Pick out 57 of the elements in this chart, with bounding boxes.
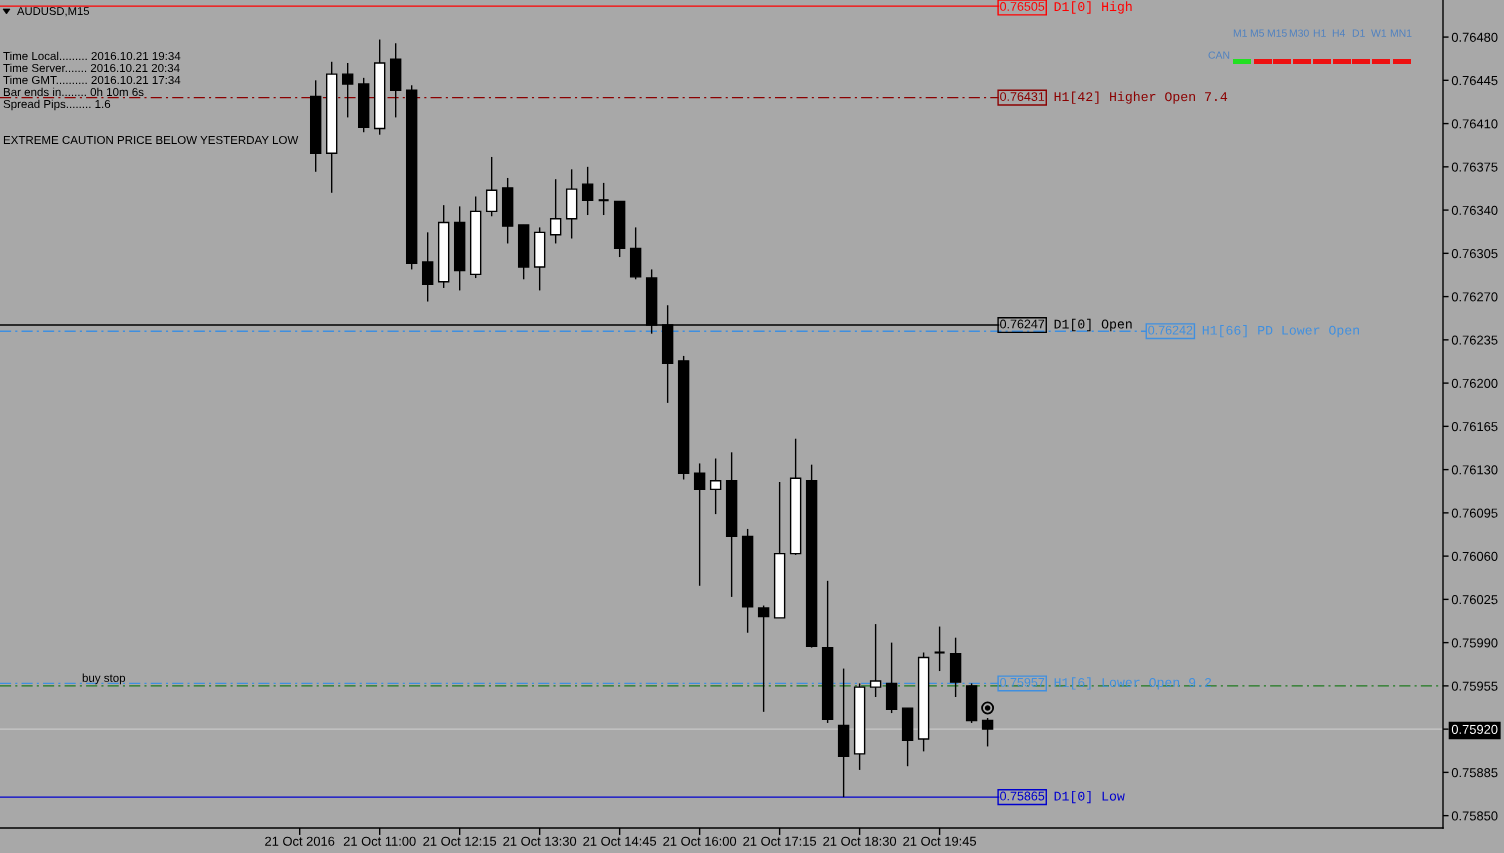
- y-tick-label: 0.75955: [1451, 681, 1498, 691]
- y-tick-label: 0.76235: [1451, 335, 1498, 345]
- annotation: Time Server....... 2016.10.21 20:34: [3, 63, 180, 73]
- y-tick-label: 0.76270: [1451, 292, 1498, 302]
- annotation: D1: [1352, 29, 1365, 37]
- y-tick-label: 0.76095: [1451, 508, 1498, 518]
- ref-line-label: 0.75865: [1000, 791, 1045, 801]
- y-tick-label: 0.76340: [1451, 205, 1498, 215]
- x-tick-label: 21 Oct 13:30: [503, 836, 577, 846]
- annotation: H1[66] PD Lower Open: [1202, 325, 1359, 338]
- annotation: H1[42] Higher Open 7.4: [1054, 91, 1228, 104]
- ref-line-label: 0.75957: [1000, 677, 1045, 687]
- annotation: EXTREME CAUTION PRICE BELOW YESTERDAY LOW: [3, 135, 299, 145]
- annotation: M1: [1233, 29, 1247, 37]
- x-tick-label: 21 Oct 17:15: [743, 836, 817, 846]
- y-tick-label: 0.76200: [1451, 378, 1498, 388]
- annotation: D1[0] Open: [1054, 318, 1132, 332]
- y-tick-label: 0.75990: [1451, 638, 1498, 648]
- x-tick-label: 21 Oct 11:00: [343, 836, 416, 846]
- x-tick-label: 21 Oct 16:00: [663, 836, 737, 846]
- y-tick-label: 0.75920: [1451, 724, 1498, 734]
- annotation: M5: [1250, 29, 1265, 37]
- annotation: M30: [1289, 29, 1309, 37]
- y-tick-label: 0.76375: [1451, 162, 1498, 172]
- y-tick-label: 0.76305: [1451, 249, 1498, 259]
- annotation: D1[0] Low: [1054, 790, 1125, 804]
- ref-line-label: 0.76505: [1000, 2, 1045, 11]
- annotation: CAN: [1208, 51, 1230, 59]
- x-tick-label: 21 Oct 18:30: [823, 836, 897, 846]
- annotation: H4: [1332, 29, 1346, 37]
- annotation: buy stop: [82, 673, 126, 685]
- x-tick-label: 21 Oct 14:45: [583, 836, 657, 846]
- ref-line-label: 0.76242: [1148, 325, 1193, 335]
- y-tick-label: 0.76410: [1451, 119, 1498, 129]
- y-tick-label: 0.76025: [1451, 595, 1498, 605]
- annotation: H1: [1313, 29, 1326, 37]
- annotation: Time Local......... 2016.10.21 19:34: [3, 51, 181, 61]
- y-tick-label: 0.76445: [1451, 75, 1498, 86]
- y-tick-label: 0.76165: [1451, 422, 1498, 432]
- ref-line-label: 0.76431: [1000, 92, 1045, 101]
- x-tick-label: 21 Oct 19:45: [903, 836, 977, 846]
- y-tick-label: 0.76060: [1451, 551, 1498, 561]
- annotation: W1: [1371, 29, 1387, 37]
- annotation: MN1: [1390, 29, 1412, 37]
- y-tick-label: 0.75885: [1451, 768, 1498, 778]
- x-tick-label: 21 Oct 2016: [265, 836, 335, 846]
- annotation: M15: [1267, 29, 1287, 37]
- text: AUDUSD,M15: [17, 7, 90, 17]
- y-tick-label: 0.75850: [1451, 811, 1498, 821]
- annotation: D1[0] High: [1054, 1, 1132, 14]
- annotation: Spread Pips........ 1.6: [3, 99, 111, 111]
- ref-line-label: 0.76247: [1000, 319, 1045, 329]
- y-tick-label: 0.76480: [1451, 32, 1498, 42]
- annotation: Time GMT.......... 2016.10.21 17:34: [3, 75, 181, 85]
- annotation: Bar ends in........ 0h 10m 6s: [3, 87, 144, 97]
- y-tick-label: 0.76130: [1451, 465, 1498, 475]
- x-tick-label: 21 Oct 12:15: [423, 836, 497, 846]
